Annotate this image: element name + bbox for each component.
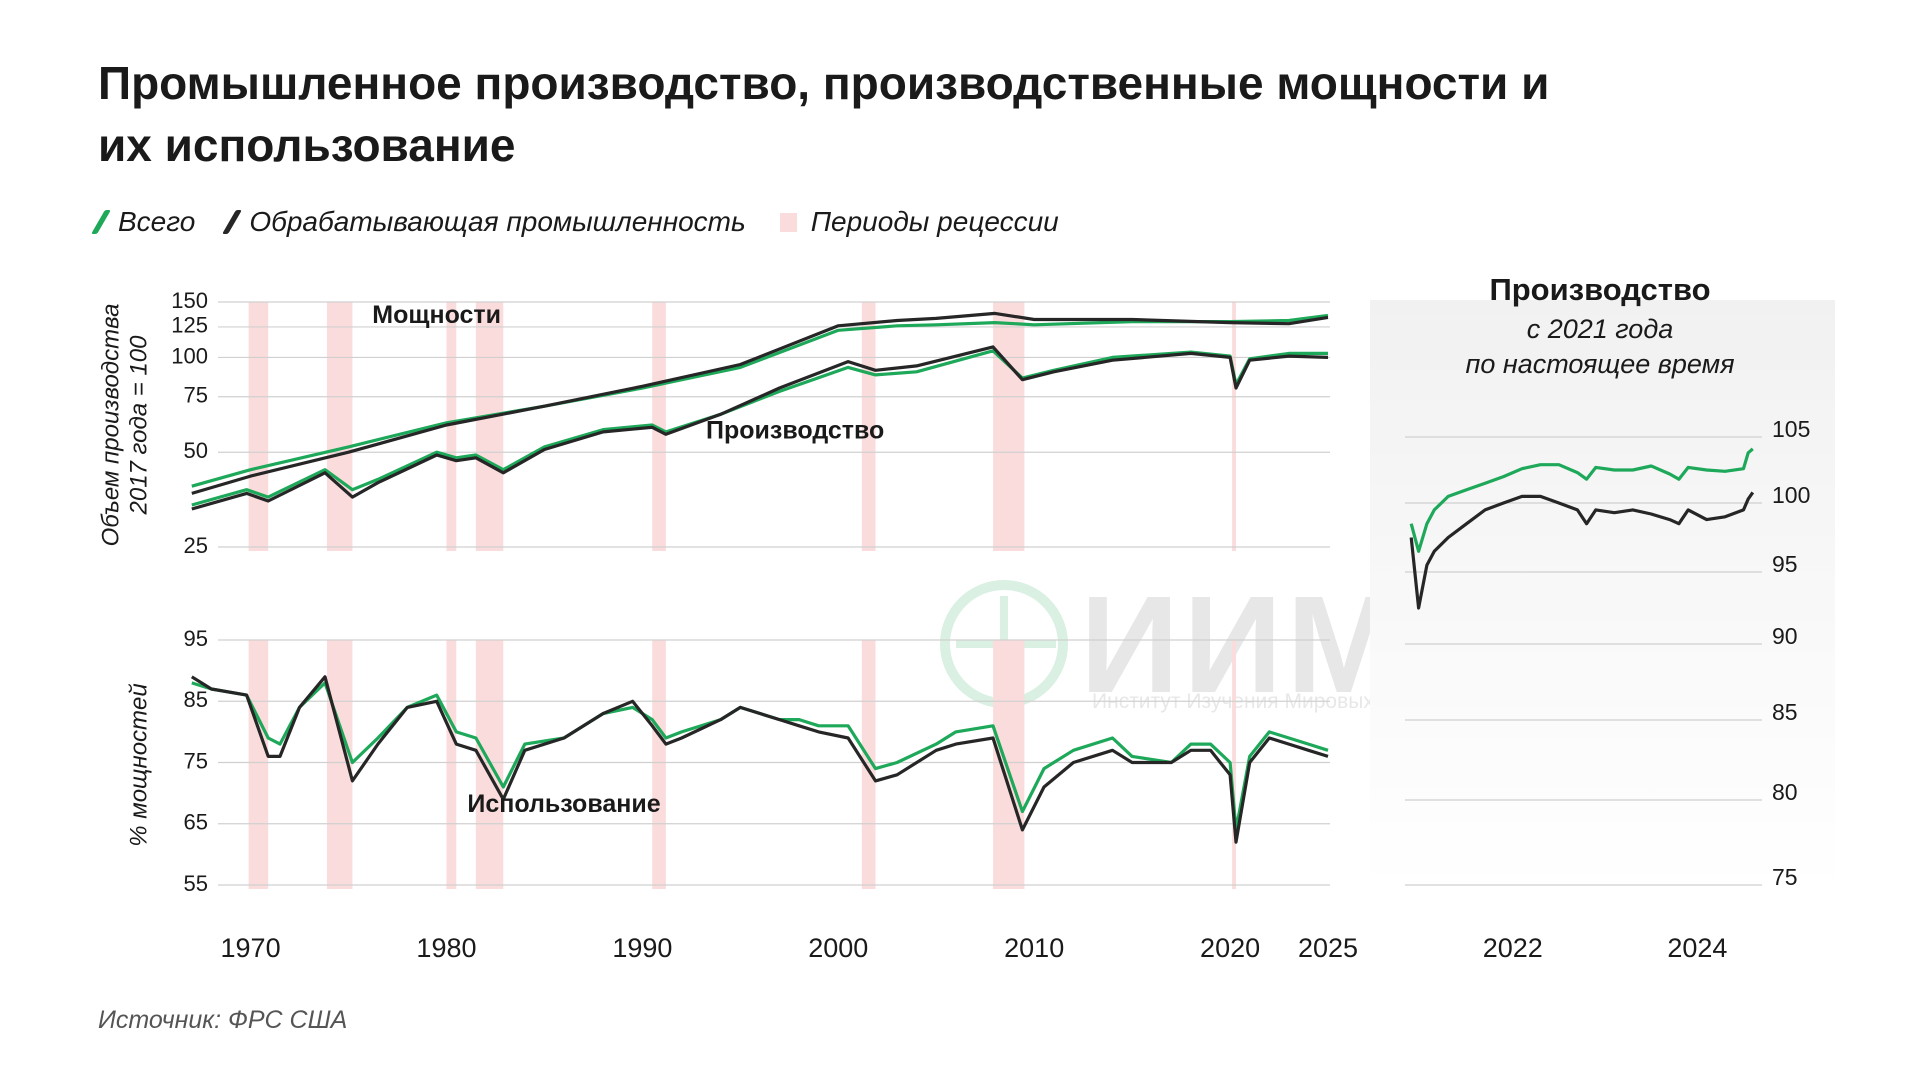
y-tick-label: 150 bbox=[171, 288, 208, 313]
inset-subtitle: с 2021 года bbox=[1527, 314, 1674, 344]
y-tick-label: 85 bbox=[184, 687, 208, 712]
source-note: Источник: ФРС США bbox=[98, 1006, 348, 1034]
x-tick-label: 2000 bbox=[808, 933, 868, 963]
y-tick-label: 65 bbox=[184, 810, 208, 835]
legend-swatch-recession bbox=[779, 212, 797, 232]
series-line bbox=[191, 345, 1329, 511]
x-tick-label: 2025 bbox=[1298, 933, 1358, 963]
recession-band bbox=[1232, 640, 1236, 889]
legend-item-total: Всего bbox=[91, 206, 196, 238]
recession-band bbox=[861, 302, 876, 551]
recession-band bbox=[993, 302, 1025, 551]
y-tick-label: 125 bbox=[171, 313, 208, 338]
y-axis-label: 2017 года = 100 bbox=[125, 335, 152, 516]
recession-band bbox=[1232, 302, 1236, 551]
recession-band bbox=[446, 302, 457, 551]
y-tick-label: 105 bbox=[1772, 416, 1810, 442]
series-line bbox=[191, 311, 1329, 495]
x-tick-label: 2010 bbox=[1004, 933, 1064, 963]
y-tick-label: 85 bbox=[1772, 699, 1798, 725]
recession-band bbox=[861, 640, 876, 889]
y-tick-label: 75 bbox=[1772, 864, 1798, 890]
x-tick-label: 1980 bbox=[416, 933, 476, 963]
y-tick-label: 95 bbox=[1772, 551, 1798, 577]
recession-band bbox=[248, 640, 269, 889]
x-tick-label: 2022 bbox=[1483, 933, 1543, 963]
legend-label-manufacturing: Обрабатывающая промышленность bbox=[249, 206, 746, 237]
series-line bbox=[190, 675, 1329, 844]
y-tick-label: 80 bbox=[1772, 779, 1798, 805]
series-line bbox=[1409, 447, 1754, 553]
annotation-label: Производство bbox=[706, 417, 884, 445]
series-line bbox=[1409, 491, 1755, 610]
y-tick-label: 50 bbox=[184, 438, 208, 463]
series-line bbox=[191, 313, 1329, 488]
y-tick-label: 100 bbox=[171, 343, 208, 368]
y-axis-label: % мощностей bbox=[125, 683, 152, 846]
x-tick-label: 1970 bbox=[221, 933, 281, 963]
recession-band bbox=[475, 302, 504, 551]
chart-title: Промышленное производство, производствен… bbox=[98, 57, 1550, 171]
recession-band bbox=[248, 302, 269, 551]
y-tick-label: 25 bbox=[184, 533, 208, 558]
recession-band bbox=[652, 302, 666, 551]
legend-label-recession: Периоды рецессии bbox=[810, 206, 1059, 237]
inset-background bbox=[1370, 300, 1835, 890]
annotation-label: Мощности bbox=[372, 301, 501, 329]
recession-band bbox=[652, 640, 666, 889]
y-tick-label: 90 bbox=[1772, 623, 1798, 649]
x-tick-label: 1990 bbox=[612, 933, 672, 963]
y-tick-label: 95 bbox=[184, 626, 208, 651]
recession-band bbox=[993, 640, 1025, 889]
y-tick-label: 100 bbox=[1772, 482, 1810, 508]
legend-item-recession: Периоды рецессии bbox=[779, 206, 1059, 238]
y-axis-label: Объем производства bbox=[97, 304, 124, 547]
legend: Всего Обрабатывающая промышленность Пери… bbox=[91, 204, 1093, 240]
x-tick-label: 2020 bbox=[1200, 933, 1260, 963]
legend-item-manufacturing: Обрабатывающая промышленность bbox=[222, 206, 746, 238]
annotation-label: Использование bbox=[467, 790, 660, 818]
y-tick-label: 55 bbox=[184, 871, 208, 896]
recession-band bbox=[326, 302, 353, 551]
y-tick-label: 75 bbox=[184, 748, 208, 773]
series-line bbox=[191, 681, 1329, 832]
x-tick-label: 2024 bbox=[1667, 933, 1727, 963]
legend-label-total: Всего bbox=[118, 206, 196, 237]
inset-title: Производство bbox=[1489, 272, 1710, 307]
y-tick-label: 75 bbox=[184, 383, 208, 408]
recession-band bbox=[446, 640, 457, 889]
inset-subtitle: по настоящее время bbox=[1465, 349, 1734, 379]
